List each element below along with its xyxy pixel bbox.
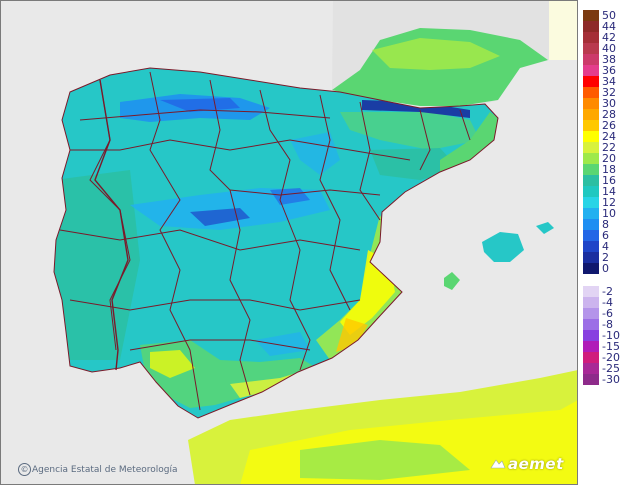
legend-swatch — [583, 65, 599, 76]
legend-swatch — [583, 120, 599, 131]
legend-swatch — [583, 374, 599, 385]
legend-swatch — [583, 109, 599, 120]
legend-label: -20 — [602, 351, 620, 364]
island-menorca — [536, 222, 554, 234]
legend-label: 42 — [602, 31, 616, 44]
legend-label: 38 — [602, 53, 616, 66]
legend-label: -10 — [602, 329, 620, 342]
legend-swatch — [583, 98, 599, 109]
legend-swatch — [583, 43, 599, 54]
legend-swatch — [583, 142, 599, 153]
legend-swatch — [583, 252, 599, 263]
legend-swatch — [583, 131, 599, 142]
legend-label: 34 — [602, 75, 616, 88]
legend-label: 24 — [602, 130, 616, 143]
legend-label: 36 — [602, 64, 616, 77]
temperature-map — [0, 0, 578, 485]
legend-swatch — [583, 32, 599, 43]
legend-label: -8 — [602, 318, 613, 331]
legend-label: 12 — [602, 196, 616, 209]
legend-swatch — [583, 341, 599, 352]
legend-label: 0 — [602, 262, 609, 275]
legend-swatch — [583, 153, 599, 164]
legend-label: 4 — [602, 240, 609, 253]
island-ibiza — [444, 272, 460, 290]
legend-label: 20 — [602, 152, 616, 165]
legend-swatch — [583, 330, 599, 341]
legend-swatch — [583, 297, 599, 308]
legend-swatch — [583, 286, 599, 297]
legend-swatch — [583, 76, 599, 87]
legend-swatch — [583, 319, 599, 330]
legend-label: 22 — [602, 141, 616, 154]
legend-label: 2 — [602, 251, 609, 264]
legend-label: -2 — [602, 285, 613, 298]
catalan-coast-strip — [440, 112, 498, 172]
legend-label: 40 — [602, 42, 616, 55]
france-warm-patch — [372, 38, 500, 70]
legend-swatch — [583, 175, 599, 186]
legend-label: 18 — [602, 163, 616, 176]
legend-label: 10 — [602, 207, 616, 220]
legend-swatch — [583, 21, 599, 32]
legend-swatch — [583, 352, 599, 363]
aemet-logo-icon — [490, 459, 506, 469]
legend-label: 44 — [602, 20, 616, 33]
legend-swatch — [583, 308, 599, 319]
legend-label: 32 — [602, 86, 616, 99]
legend-swatch — [583, 164, 599, 175]
legend-swatch — [583, 263, 599, 274]
legend-swatch — [583, 208, 599, 219]
legend-label: -30 — [602, 373, 620, 386]
aemet-logo-text: aemet — [508, 455, 564, 473]
legend-swatch — [583, 230, 599, 241]
legend-swatch — [583, 87, 599, 98]
island-mallorca — [482, 232, 524, 262]
legend-label: 50 — [602, 9, 616, 22]
legend-label: -4 — [602, 296, 613, 309]
copyright-icon: © — [18, 463, 31, 476]
legend-label: 6 — [602, 229, 609, 242]
legend-swatch — [583, 54, 599, 65]
legend-swatch — [583, 186, 599, 197]
legend-swatch — [583, 219, 599, 230]
legend-label: -15 — [602, 340, 620, 353]
legend-label: 16 — [602, 174, 616, 187]
legend-label: 8 — [602, 218, 609, 231]
legend-label: 28 — [602, 108, 616, 121]
legend-label: 26 — [602, 119, 616, 132]
legend-label: 14 — [602, 185, 616, 198]
legend-swatch — [583, 241, 599, 252]
legend-label: -6 — [602, 307, 613, 320]
province-borders — [53, 67, 499, 419]
legend-swatch — [583, 10, 599, 21]
legend-label: -25 — [602, 362, 620, 375]
north-africa-green — [300, 440, 470, 480]
legend-label: 30 — [602, 97, 616, 110]
legend-swatch — [583, 197, 599, 208]
portugal-border — [94, 79, 129, 371]
credit-text: Agencia Estatal de Meteorología — [32, 465, 178, 475]
outside-domain — [549, 0, 578, 60]
map-frame — [0, 0, 578, 485]
legend-swatch — [583, 363, 599, 374]
